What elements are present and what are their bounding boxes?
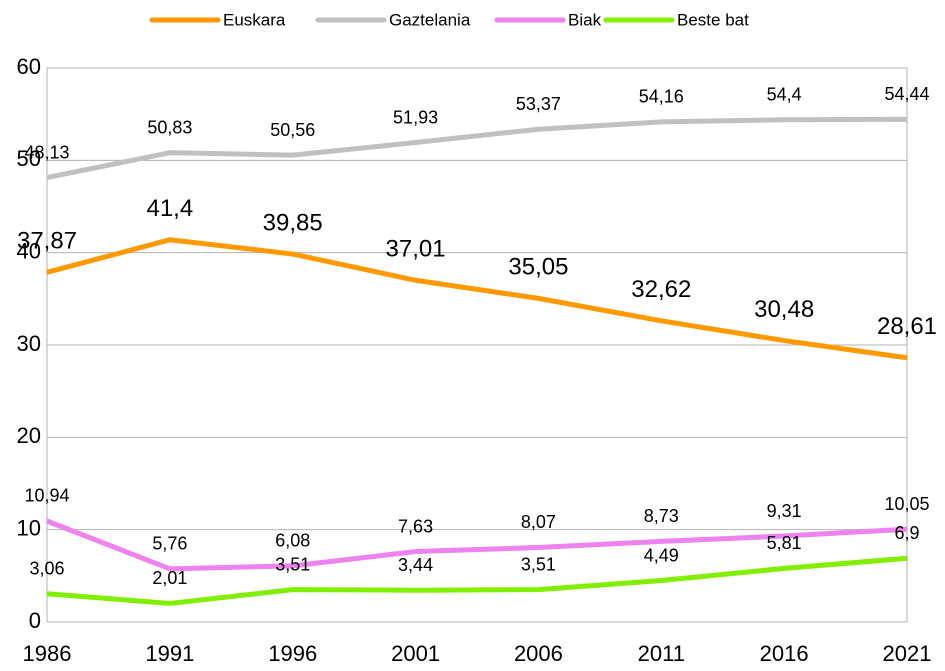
data-label: 5,76 — [152, 534, 187, 554]
x-tick-label: 2011 — [638, 641, 685, 666]
data-label: 37,01 — [386, 236, 446, 263]
data-label: 53,37 — [516, 94, 561, 114]
y-tick-label: 0 — [29, 608, 41, 633]
data-label: 51,93 — [393, 107, 438, 127]
data-label: 30,48 — [754, 296, 814, 323]
data-label: 35,05 — [508, 254, 568, 281]
x-tick-label: 2016 — [760, 641, 809, 666]
y-tick-label: 40 — [17, 238, 41, 263]
data-label: 37,87 — [17, 228, 77, 255]
data-label: 28,61 — [877, 313, 937, 340]
data-label: 32,62 — [631, 276, 691, 303]
data-label: 48,13 — [24, 142, 69, 162]
data-label: 3,51 — [275, 554, 310, 574]
x-tick-label: 2001 — [391, 641, 440, 666]
data-label: 3,06 — [29, 558, 64, 578]
data-label: 10,05 — [884, 494, 929, 514]
data-label: 39,85 — [263, 209, 323, 236]
legend-label: Gaztelania — [389, 10, 471, 29]
y-tick-label: 30 — [17, 331, 41, 356]
data-label: 3,44 — [398, 555, 433, 575]
x-tick-label: 2006 — [514, 641, 563, 666]
data-label: 54,44 — [884, 84, 929, 104]
series-line — [46, 237, 908, 361]
data-label: 54,16 — [639, 87, 684, 107]
data-label: 50,56 — [270, 120, 315, 140]
legend-label: Biak — [568, 10, 602, 29]
x-tick-label: 1991 — [145, 641, 194, 666]
x-tick-label: 2021 — [883, 641, 932, 666]
legend-label: Beste bat — [677, 10, 749, 29]
data-label: 8,07 — [521, 512, 556, 532]
y-tick-label: 20 — [17, 423, 41, 448]
data-label: 2,01 — [152, 568, 187, 588]
data-label: 3,51 — [521, 554, 556, 574]
series-line — [46, 116, 908, 181]
y-tick-label: 50 — [17, 146, 41, 171]
data-label: 10,94 — [24, 486, 69, 506]
data-label: 6,9 — [894, 523, 919, 543]
data-label: 9,31 — [767, 501, 802, 521]
y-tick-label: 60 — [17, 54, 41, 79]
data-label: 4,49 — [644, 545, 679, 565]
series-line — [46, 555, 908, 606]
data-label: 50,83 — [147, 117, 192, 137]
series-line — [46, 518, 908, 572]
data-label: 54,4 — [767, 84, 802, 104]
x-tick-label: 1986 — [23, 641, 72, 666]
x-tick-label: 1996 — [268, 641, 317, 666]
data-label: 7,63 — [398, 516, 433, 536]
data-label: 6,08 — [275, 531, 310, 551]
y-tick-label: 10 — [17, 515, 41, 540]
legend-label: Euskara — [223, 10, 286, 29]
data-label: 5,81 — [767, 533, 802, 553]
data-label: 41,4 — [146, 195, 193, 222]
data-label: 8,73 — [644, 506, 679, 526]
